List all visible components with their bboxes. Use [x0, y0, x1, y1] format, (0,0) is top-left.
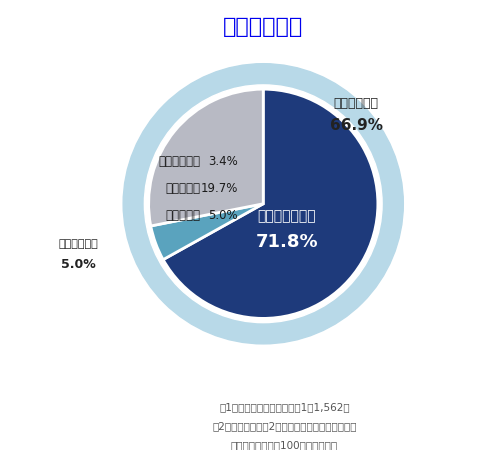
Text: 分からない: 分からない — [165, 209, 200, 222]
Text: 注1：母数は、有効回答企業1万1,562社: 注1：母数は、有効回答企業1万1,562社 — [219, 403, 350, 413]
Text: 注2：小数点以下第2位を四捨五入しているため、: 注2：小数点以下第2位を四捨五入しているため、 — [212, 421, 357, 431]
Text: 合計は必ずしも100とはならない: 合計は必ずしも100とはならない — [231, 440, 338, 450]
Text: 業績への影響: 業績への影響 — [223, 17, 304, 37]
Text: 影響はない: 影響はない — [165, 182, 200, 195]
Text: 5.0%: 5.0% — [61, 258, 96, 271]
Wedge shape — [151, 204, 263, 260]
Text: 66.9%: 66.9% — [330, 118, 383, 134]
Wedge shape — [149, 89, 263, 226]
Text: 19.7%: 19.7% — [200, 182, 238, 195]
Text: 71.8%: 71.8% — [256, 233, 318, 251]
Text: 既にマイナス: 既にマイナス — [334, 97, 379, 110]
Text: 今後マイナス: 今後マイナス — [59, 239, 99, 249]
Wedge shape — [163, 89, 378, 319]
Circle shape — [144, 85, 382, 323]
Text: マイナスの影響: マイナスの影響 — [258, 210, 316, 224]
Text: 3.4%: 3.4% — [208, 155, 238, 168]
Text: プラスの影響: プラスの影響 — [158, 155, 200, 168]
Circle shape — [123, 64, 403, 344]
Text: 5.0%: 5.0% — [208, 209, 238, 222]
